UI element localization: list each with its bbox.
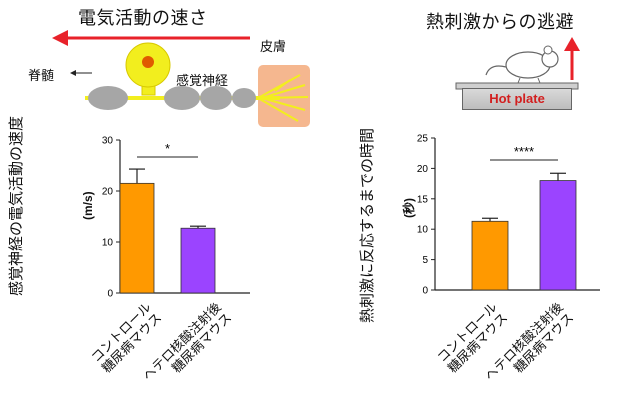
right-schematic <box>455 37 580 90</box>
skin-block <box>258 65 310 127</box>
y-tick-label: 25 <box>417 134 429 145</box>
bar-1 <box>539 180 577 291</box>
bar-1 <box>180 227 216 294</box>
velocity-arrow-head <box>52 30 68 46</box>
right-header: 熱刺激からの逃避 <box>426 12 574 33</box>
significance-marker: **** <box>514 144 534 159</box>
y-tick-label: 15 <box>417 194 429 205</box>
y-tick-label: 10 <box>417 225 429 236</box>
left-schematic <box>52 30 310 127</box>
right-ylabel: 熱刺激に反応するまでの時間 <box>358 127 376 323</box>
y-tick-label: 20 <box>417 164 429 175</box>
y-tick-label: 0 <box>107 289 113 300</box>
y-tick-label: 5 <box>422 255 428 266</box>
right-bar-chart: 0 5 10 15 20 25 **** <box>417 134 600 297</box>
hot-plate: Hot plate <box>462 88 572 110</box>
myelin-4 <box>232 88 256 108</box>
nerve-label: 感覚神経 <box>176 74 229 89</box>
left-bar-chart: 0 10 20 30 * <box>102 136 250 300</box>
bar-0 <box>471 220 509 291</box>
y-tick-label: 0 <box>422 286 428 297</box>
nucleus <box>142 56 154 68</box>
skin-label: 皮膚 <box>260 40 287 55</box>
y-tick-label: 10 <box>102 238 114 249</box>
bar-0 <box>119 182 155 294</box>
nerve-endings <box>257 74 309 122</box>
myelin-3 <box>200 86 232 110</box>
spine-label: 脊髄 <box>28 69 55 84</box>
myelin-1 <box>88 86 128 110</box>
y-tick-label: 30 <box>102 136 114 147</box>
left-ylabel: 感覚神経の電気活動の速度 <box>7 115 25 296</box>
left-header: 電気活動の速さ <box>78 8 208 29</box>
up-arrow-head <box>564 37 580 51</box>
y-tick-label: 20 <box>102 187 114 198</box>
significance-marker: * <box>165 141 170 156</box>
myelin-2 <box>164 86 200 110</box>
